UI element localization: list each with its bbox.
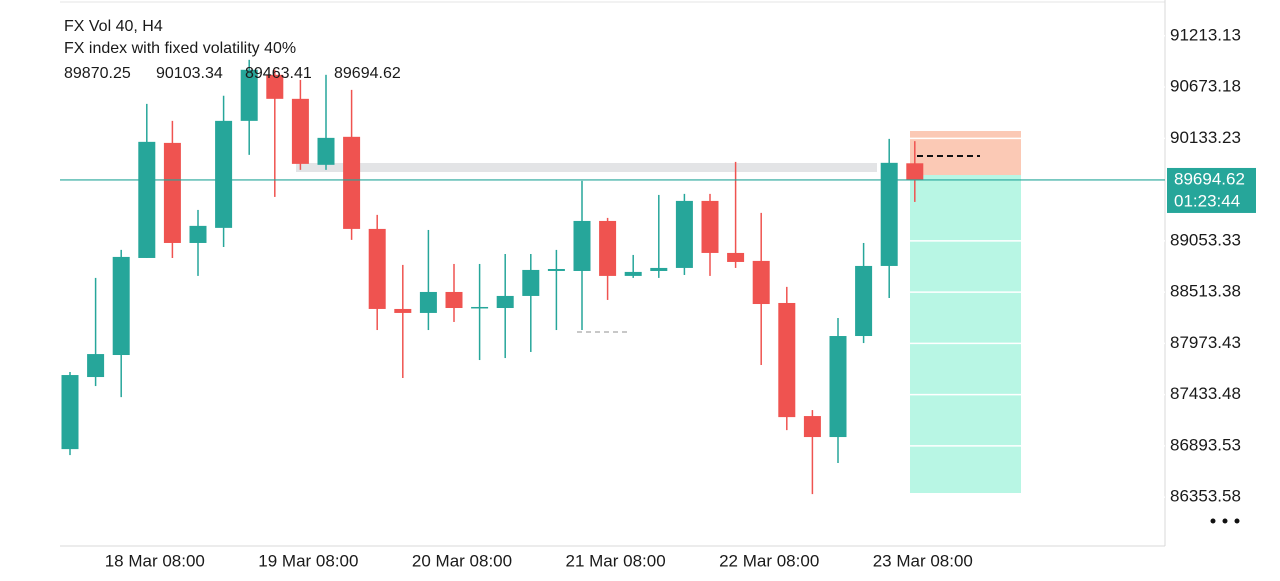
candle-body (547, 268, 565, 271)
candle-body (880, 162, 898, 266)
y-tick-label: 86353.58 (1170, 487, 1241, 506)
last-price-box (1167, 167, 1256, 213)
candle-body (855, 265, 873, 337)
chart-subtitle: FX index with fixed volatility 40% (64, 40, 296, 57)
y-tick-label: 90673.18 (1170, 77, 1241, 96)
x-tick-label: 20 Mar 08:00 (412, 551, 512, 570)
candle-body (650, 267, 668, 271)
candle-body (87, 354, 105, 378)
candles (61, 59, 924, 495)
candle-body (573, 220, 591, 271)
y-tick-label: 87973.43 (1170, 333, 1241, 352)
candle-body (343, 136, 361, 229)
candle-body (291, 98, 309, 164)
candle-body (599, 220, 617, 276)
candle-body (112, 256, 130, 356)
candle-body (727, 252, 745, 262)
candle-body (803, 416, 821, 438)
countdown-label: 01:23:44 (1174, 191, 1240, 210)
dot[interactable] (1222, 518, 1228, 524)
candle-body (906, 163, 924, 180)
ohlc-readout: 89870.25 90103.34 89463.41 89694.62 (64, 65, 401, 82)
candle-body (778, 302, 796, 418)
x-tick-label: 22 Mar 08:00 (719, 551, 819, 570)
axes: 91213.13 90673.18 90133.23 89053.33 88513.38… (60, 25, 1256, 570)
x-tick-label: 19 Mar 08:00 (258, 551, 358, 570)
y-tick-label: 87433.48 (1170, 384, 1241, 403)
candle-body (445, 291, 463, 309)
candle-body (138, 141, 156, 258)
chart-title: FX Vol 40, H4 (64, 18, 163, 35)
candle-body (419, 291, 437, 313)
candle-body (394, 308, 412, 313)
highlight-band (296, 163, 877, 172)
x-tick-label: 18 Mar 08:00 (105, 551, 205, 570)
x-tick-label: 21 Mar 08:00 (566, 551, 666, 570)
candle-body (752, 260, 770, 305)
candle-body (496, 295, 514, 309)
last-price-label: 89694.62 (1174, 169, 1245, 188)
y-tick-label: 89053.33 (1170, 230, 1241, 249)
candle-body (163, 142, 181, 243)
dot[interactable] (1210, 518, 1216, 524)
candle-body (266, 74, 284, 99)
y-tick-label: 90133.23 (1170, 128, 1241, 147)
candle-body (61, 375, 79, 450)
candle-body (368, 228, 386, 309)
candle-body (522, 269, 540, 296)
reward-zone (910, 175, 1021, 493)
candle-body (189, 225, 207, 243)
more-menu[interactable] (1210, 518, 1240, 524)
ohlc-high: 90103.34 (156, 65, 223, 82)
ohlc-close: 89694.62 (334, 65, 401, 82)
candle-body (624, 271, 642, 276)
candle-body (240, 69, 258, 121)
y-tick-label: 88513.38 (1170, 282, 1241, 301)
candle-body (215, 120, 233, 228)
y-tick-label: 91213.13 (1170, 25, 1241, 44)
candle-body (317, 137, 335, 165)
x-tick-label: 23 Mar 08:00 (873, 551, 973, 570)
candle-body (829, 336, 847, 438)
ohlc-low: 89463.41 (245, 65, 312, 82)
ohlc-open: 89870.25 (64, 65, 131, 82)
candle-body (701, 200, 719, 253)
y-tick-label: 86893.53 (1170, 435, 1241, 454)
dot[interactable] (1234, 518, 1240, 524)
candle-body (675, 200, 693, 268)
candle-body (471, 306, 489, 309)
